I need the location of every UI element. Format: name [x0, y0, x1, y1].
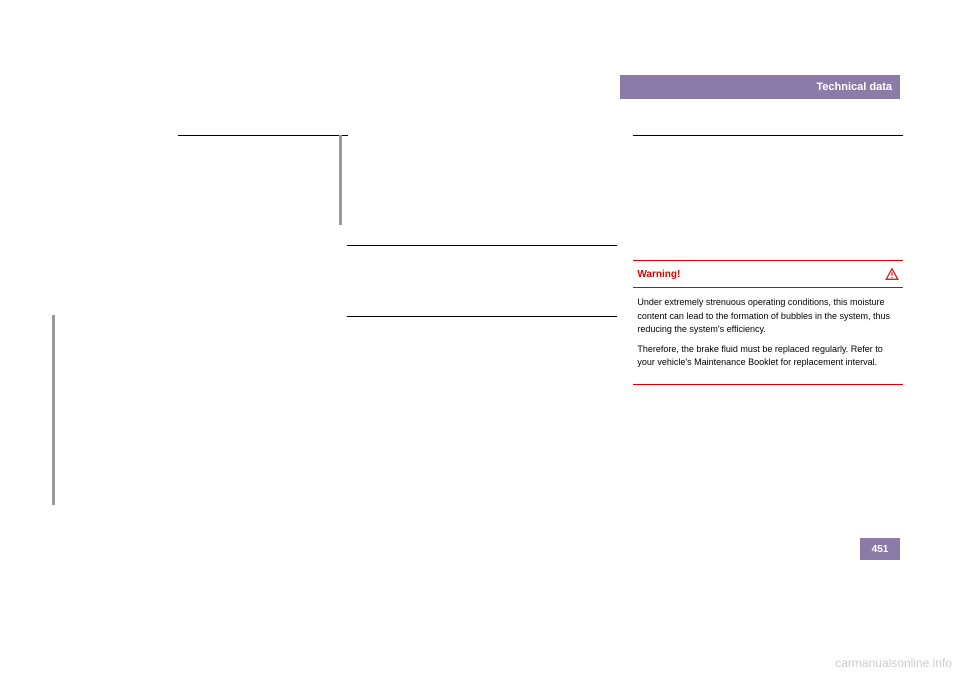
watermark: carmanualsonline.info — [835, 656, 952, 670]
warning-box-container: Warning! Under extremely strenuous opera… — [633, 190, 903, 385]
vertical-indicator-bar — [52, 315, 55, 505]
left-block-2 — [60, 315, 348, 321]
vertical-indicator-bar — [339, 135, 342, 225]
warning-paragraph: Therefore, the brake fluid must be repla… — [637, 343, 899, 370]
page-container: Technical data — [60, 50, 900, 630]
page-number-tab: 451 — [860, 538, 900, 560]
warning-box: Warning! Under extremely strenuous opera… — [633, 260, 903, 385]
section-divider — [347, 316, 617, 317]
right-block-1 — [633, 135, 903, 142]
warning-label: Warning! — [637, 269, 680, 280]
warning-body: Under extremely strenuous operating cond… — [633, 288, 903, 384]
warning-paragraph: Under extremely strenuous operating cond… — [637, 296, 899, 337]
section-divider — [633, 135, 903, 136]
warning-triangle-icon — [885, 267, 899, 281]
mid-block-1 — [347, 135, 617, 141]
header-title: Technical data — [816, 81, 892, 93]
section-divider — [178, 135, 348, 136]
warning-header: Warning! — [633, 261, 903, 288]
page-number: 451 — [872, 544, 889, 555]
header-bar: Technical data — [620, 75, 900, 99]
section-divider — [347, 245, 617, 246]
left-block-1 — [178, 135, 348, 142]
mid-block-2 — [347, 245, 617, 323]
